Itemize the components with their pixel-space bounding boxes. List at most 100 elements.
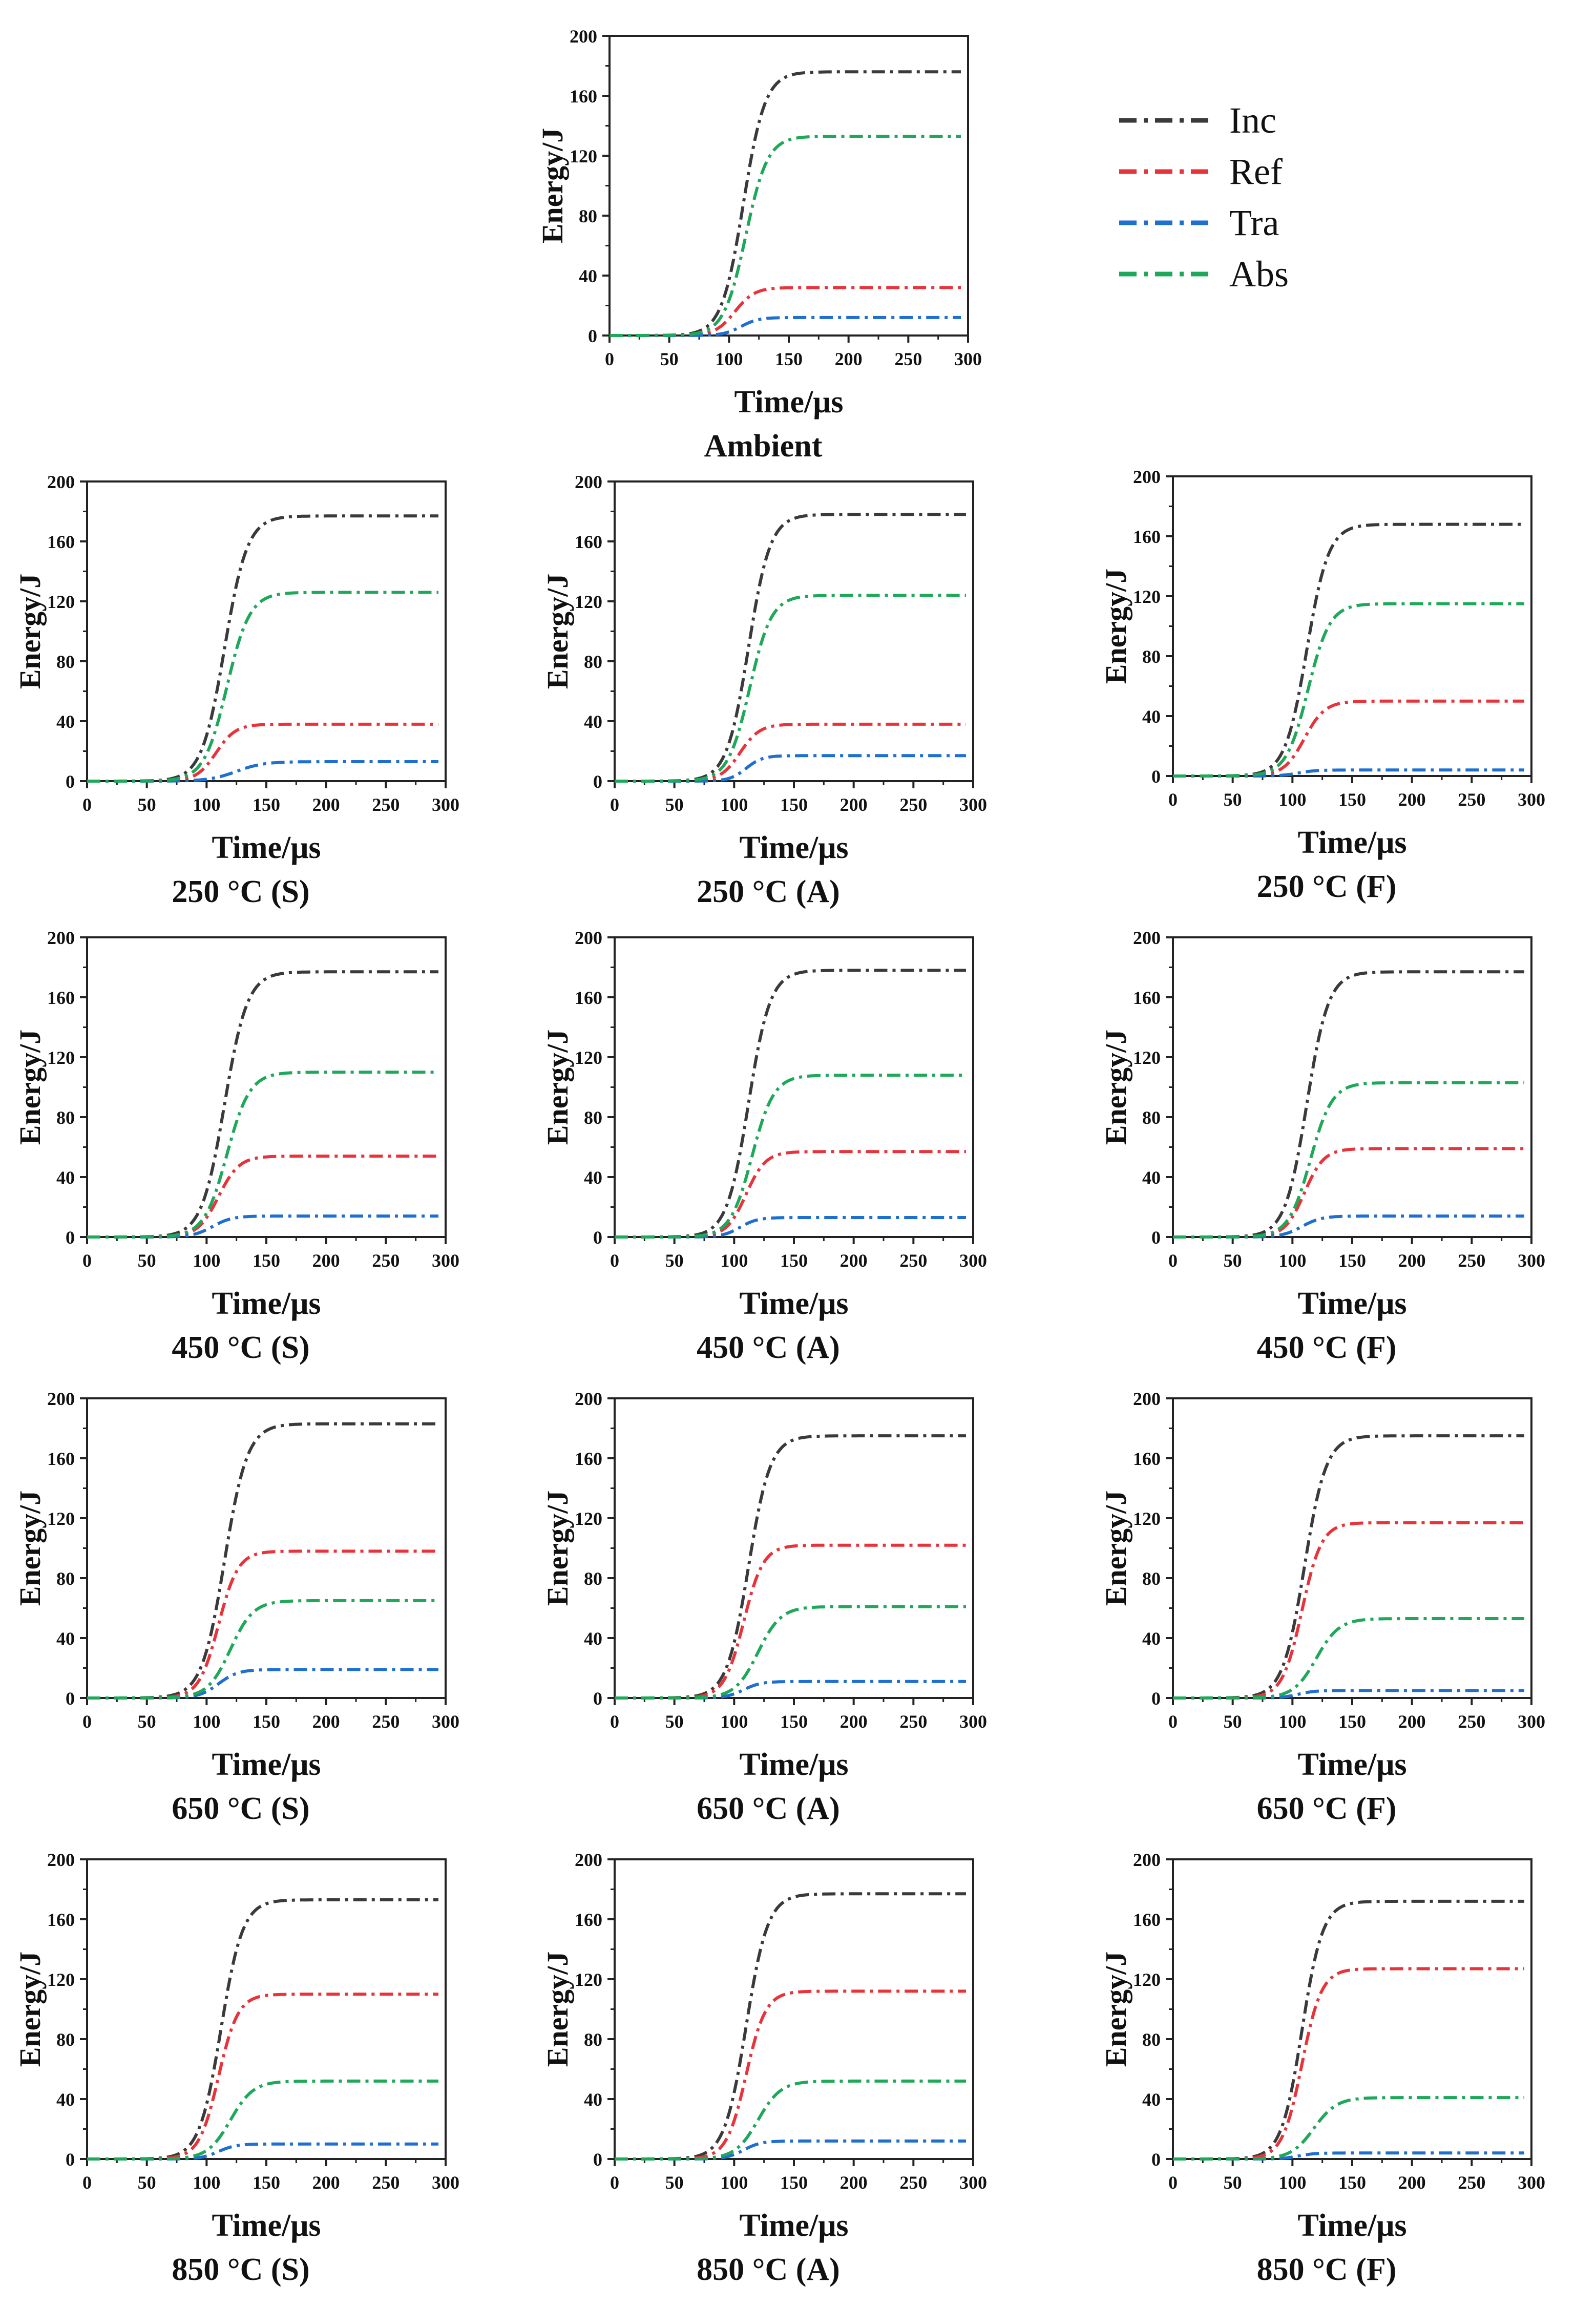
y-tick-label: 0 (1151, 2149, 1161, 2170)
chart-650A: 0 50 100 150 200 250 300 0 40 80 120 160 200 Time/μs E… (541, 1389, 987, 1782)
panel-caption: 850 °C (S) (172, 2252, 310, 2287)
x-tick-label: 100 (193, 2172, 220, 2193)
x-tick-label: 50 (1224, 1250, 1242, 1271)
legend-entry-ref: Ref (1117, 149, 1475, 195)
series-ref-line (615, 722, 966, 783)
y-tick-label: 80 (584, 2029, 602, 2050)
x-tick-label: 300 (959, 1250, 987, 1271)
y-tick-label: 80 (56, 1107, 75, 1128)
y-tick-label: 160 (575, 1910, 602, 1930)
x-tick-label: 300 (432, 1711, 459, 1732)
series-tra-line (615, 2139, 966, 2161)
y-axis-label: Energy/J (13, 574, 47, 689)
series-abs-line (87, 2079, 438, 2161)
x-tick-label: 100 (1278, 1711, 1306, 1732)
y-axis-label: Energy/J (1099, 569, 1132, 684)
panel-250S: 0 50 100 150 200 250 300 0 40 80 120 160 200 Time/μs E… (10, 461, 471, 922)
chart-650S: 0 50 100 150 200 250 300 0 40 80 120 160 200 Time/μs E… (13, 1389, 459, 1782)
legend-line-tra-icon (1119, 220, 1211, 225)
series-inc-line (87, 514, 438, 783)
x-tick-label: 150 (780, 1250, 808, 1271)
y-tick-label: 160 (575, 1449, 602, 1469)
y-tick-label: 0 (593, 2149, 602, 2170)
x-tick-label: 150 (253, 2172, 280, 2193)
series-inc-line (610, 70, 961, 337)
x-tick-label: 200 (312, 1250, 340, 1271)
panel-caption: 850 °C (F) (1256, 2252, 1397, 2287)
x-tick-label: 0 (610, 1250, 619, 1271)
x-axis-label: Time/μs (739, 2208, 848, 2243)
x-tick-label: 150 (1338, 1250, 1366, 1271)
series-ref-line (1173, 1147, 1524, 1239)
x-tick-label: 0 (1168, 2172, 1178, 2193)
plot-frame (1172, 1397, 1532, 1699)
panel-850F: 0 50 100 150 200 250 300 0 40 80 120 160 200 Time/μs E… (1096, 1839, 1557, 2300)
y-tick-label: 200 (1133, 1850, 1161, 1870)
y-axis-label: Energy/J (541, 1491, 574, 1606)
series-abs-line (1173, 1081, 1524, 1239)
panel-caption: 450 °C (F) (1256, 1330, 1397, 1365)
chart-250S: 0 50 100 150 200 250 300 0 40 80 120 160 200 Time/μs E… (13, 472, 459, 865)
y-tick-label: 160 (570, 86, 597, 107)
y-tick-label: 120 (575, 1508, 602, 1529)
x-tick-label: 50 (1224, 789, 1242, 810)
x-tick-label: 100 (720, 794, 748, 815)
x-tick-label: 250 (372, 794, 400, 815)
legend-label-abs: Abs (1229, 254, 1289, 295)
x-tick-label: 50 (138, 2172, 156, 2193)
y-tick-label: 80 (1142, 2029, 1161, 2050)
series-ref-line (1173, 1521, 1524, 1700)
y-tick-label: 120 (575, 592, 602, 612)
x-tick-label: 50 (665, 794, 684, 815)
y-tick-label: 200 (1133, 467, 1161, 487)
panel-caption: 250 °C (A) (697, 874, 840, 909)
panel-caption: 450 °C (A) (697, 1330, 840, 1365)
series-abs-line (615, 2079, 966, 2161)
panel-450A: 0 50 100 150 200 250 300 0 40 80 120 160 200 Time/μs E… (538, 917, 999, 1378)
x-tick-label: 100 (720, 1250, 748, 1271)
series-abs-line (615, 1605, 966, 1700)
x-tick-label: 250 (899, 794, 927, 815)
y-tick-label: 120 (1133, 1508, 1161, 1529)
y-tick-label: 80 (56, 1568, 75, 1589)
x-tick-label: 250 (894, 349, 922, 369)
y-tick-label: 40 (584, 1167, 602, 1188)
y-tick-label: 80 (56, 2029, 75, 2050)
x-tick-label: 0 (610, 1711, 619, 1732)
series-tra-line (610, 316, 961, 337)
x-tick-label: 100 (715, 349, 743, 369)
panel-caption: 450 °C (S) (172, 1330, 310, 1365)
x-tick-label: 300 (432, 1250, 459, 1271)
x-tick-label: 250 (372, 2172, 400, 2193)
legend-label-ref: Ref (1229, 151, 1283, 192)
x-axis-label: Time/μs (1297, 1747, 1406, 1782)
panel-850A: 0 50 100 150 200 250 300 0 40 80 120 160 200 Time/μs E… (538, 1839, 999, 2300)
x-tick-label: 200 (840, 2172, 868, 2193)
y-tick-label: 120 (47, 1047, 75, 1068)
panel-450S: 0 50 100 150 200 250 300 0 40 80 120 160 200 Time/μs E… (10, 917, 471, 1378)
panel-caption: 650 °C (A) (697, 1791, 840, 1826)
series-tra-line (87, 1668, 438, 1700)
y-axis-label: Energy/J (541, 1952, 574, 2067)
y-tick-label: 40 (56, 2089, 75, 2110)
panel-ambient: 0 50 100 150 200 250 300 0 40 80 120 160 200 Time/μs E… (533, 15, 994, 476)
y-axis-label: Energy/J (541, 574, 574, 689)
y-tick-label: 200 (1133, 1389, 1161, 1409)
plot-frame (86, 480, 447, 782)
y-tick-label: 160 (1133, 1910, 1161, 1930)
plot-frame (614, 480, 974, 782)
panel-850S: 0 50 100 150 200 250 300 0 40 80 120 160 200 Time/μs E… (10, 1839, 471, 2300)
chart-250F: 0 50 100 150 200 250 300 0 40 80 120 160 200 Time/μs E… (1099, 467, 1545, 860)
series-ref-line (1173, 1967, 1524, 2161)
x-tick-label: 50 (660, 349, 679, 369)
x-tick-label: 300 (1518, 1711, 1545, 1732)
y-tick-label: 200 (47, 1850, 75, 1870)
x-tick-label: 200 (840, 1711, 868, 1732)
series-ref-line (610, 286, 961, 337)
y-tick-label: 80 (584, 1568, 602, 1589)
x-tick-label: 0 (605, 349, 614, 369)
y-axis-label: Energy/J (13, 1952, 47, 2067)
legend-entry-abs: Abs (1117, 251, 1475, 297)
x-tick-label: 150 (253, 794, 280, 815)
